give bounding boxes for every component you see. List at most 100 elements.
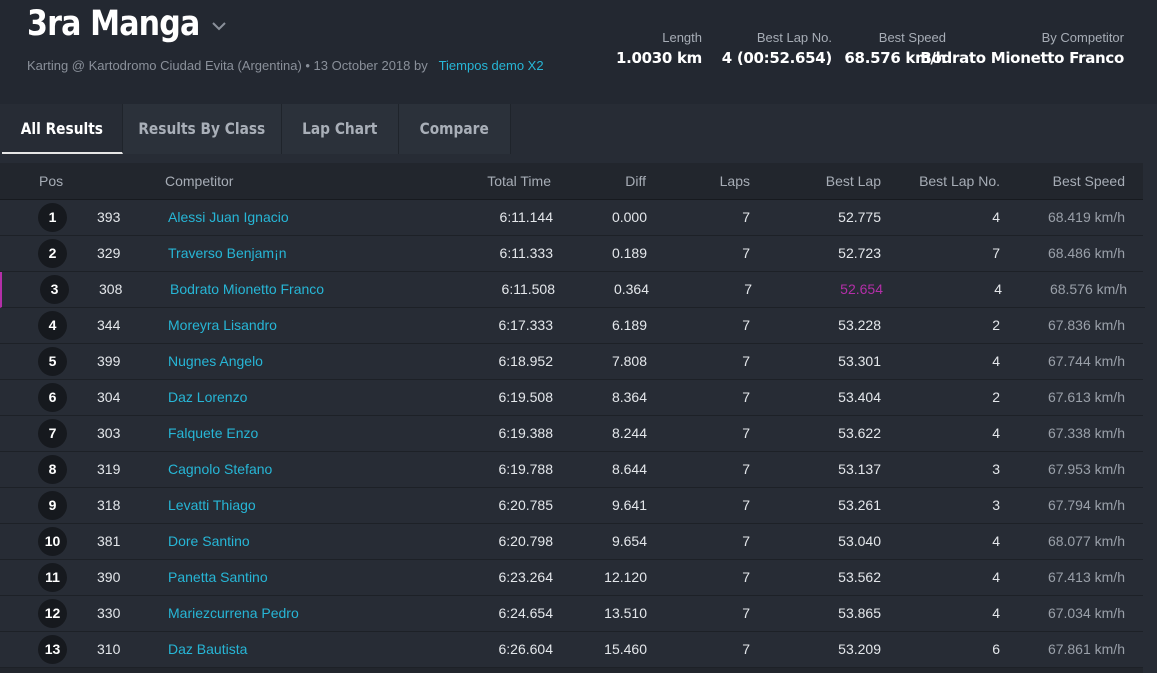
diff-value: 9.641 bbox=[611, 497, 647, 513]
competitor-link[interactable]: Daz Lorenzo bbox=[168, 389, 248, 405]
best-speed-value: 67.836 km/h bbox=[1047, 317, 1125, 333]
best-lap-value: 53.209 bbox=[838, 641, 881, 657]
col-best-lap-no[interactable]: Best Lap No. bbox=[919, 173, 1000, 189]
competitor-link[interactable]: Daz Bautista bbox=[168, 641, 248, 657]
laps-value: 7 bbox=[742, 461, 750, 477]
best-speed-value: 67.953 km/h bbox=[1047, 461, 1125, 477]
tab-label: Compare bbox=[419, 119, 490, 138]
table-row[interactable]: 1 393 Alessi Juan Ignacio 6:11.144 0.000 7 52.… bbox=[0, 200, 1143, 236]
stat-label: Best Lap No. bbox=[756, 30, 832, 45]
best-lap-no-value: 3 bbox=[992, 461, 1000, 477]
table-row[interactable]: 5 399 Nugnes Angelo 6:18.952 7.808 7 53.301 4 67… bbox=[0, 344, 1143, 380]
laps-value: 7 bbox=[742, 425, 750, 441]
tab-compare[interactable]: Compare bbox=[399, 104, 511, 154]
best-lap-value: 53.137 bbox=[838, 461, 881, 477]
table-row[interactable]: 12 330 Mariezcurrena Pedro 6:24.654 13.510 7 5… bbox=[0, 596, 1143, 632]
event-info: Karting @ Kartodromo Ciudad Evita (Argen… bbox=[27, 58, 428, 73]
competitor-link[interactable]: Panetta Santino bbox=[168, 569, 268, 585]
diff-value: 0.000 bbox=[611, 209, 647, 225]
best-speed-value: 68.576 km/h bbox=[1049, 281, 1127, 297]
stat-value: 1.0030 km bbox=[615, 49, 702, 67]
col-best-speed[interactable]: Best Speed bbox=[1052, 173, 1125, 189]
tab-label: Lap Chart bbox=[302, 119, 378, 138]
table-row[interactable]: 7 303 Falquete Enzo 6:19.388 8.244 7 53.622 4 67… bbox=[0, 416, 1143, 452]
total-time: 6:23.264 bbox=[498, 569, 554, 585]
best-lap-value: 53.228 bbox=[838, 317, 881, 333]
col-total-time[interactable]: Total Time bbox=[487, 173, 551, 189]
tab-all-results[interactable]: All Results bbox=[2, 104, 123, 154]
competitor-link[interactable]: Mariezcurrena Pedro bbox=[168, 605, 299, 621]
competitor-link[interactable]: Falquete Enzo bbox=[168, 425, 259, 441]
organizer-link[interactable]: Tiempos demo X2 bbox=[438, 58, 544, 73]
table-row[interactable]: 2 329 Traverso Benjam¡n 6:11.333 0.189 7 52.72… bbox=[0, 236, 1143, 272]
position-badge: 12 bbox=[38, 599, 67, 628]
laps-value: 7 bbox=[744, 281, 752, 297]
competitor-link[interactable]: Moreyra Lisandro bbox=[168, 317, 277, 333]
table-row[interactable]: 6 304 Daz Lorenzo 6:19.508 8.364 7 53.404 2 67.6… bbox=[0, 380, 1143, 416]
kart-number: 308 bbox=[99, 281, 123, 297]
diff-value: 15.460 bbox=[604, 641, 647, 657]
laps-value: 7 bbox=[742, 209, 750, 225]
position-badge: 10 bbox=[38, 527, 67, 556]
table-row[interactable]: 8 319 Cagnolo Stefano 6:19.788 8.644 7 53.137 3… bbox=[0, 452, 1143, 488]
col-laps[interactable]: Laps bbox=[719, 173, 750, 189]
total-time: 6:19.388 bbox=[498, 425, 554, 441]
best-lap-no-value: 4 bbox=[992, 605, 1000, 621]
laps-value: 7 bbox=[742, 497, 750, 513]
col-best-lap[interactable]: Best Lap bbox=[825, 173, 881, 189]
total-time: 6:18.952 bbox=[498, 353, 554, 369]
best-speed-value: 68.486 km/h bbox=[1047, 245, 1125, 261]
stat-value: 4 (00:52.654) bbox=[721, 49, 833, 67]
table-row[interactable]: 9 318 Levatti Thiago 6:20.785 9.641 7 53.261 3 6… bbox=[0, 488, 1143, 524]
total-time: 6:17.333 bbox=[498, 317, 554, 333]
position-badge: 2 bbox=[38, 239, 67, 268]
table-row[interactable]: 3 308 Bodrato Mionetto Franco 6:11.508 0.364… bbox=[0, 272, 1145, 308]
competitor-link[interactable]: Bodrato Mionetto Franco bbox=[170, 281, 325, 297]
position-badge: 6 bbox=[38, 383, 67, 412]
best-speed-value: 67.861 km/h bbox=[1047, 641, 1125, 657]
col-competitor[interactable]: Competitor bbox=[165, 173, 234, 189]
best-lap-no-value: 7 bbox=[992, 245, 1000, 261]
best-lap-value: 53.404 bbox=[838, 389, 881, 405]
diff-value: 7.808 bbox=[611, 353, 647, 369]
table-row[interactable]: 4 344 Moreyra Lisandro 6:17.333 6.189 7 53.228… bbox=[0, 308, 1143, 344]
col-pos[interactable]: Pos bbox=[39, 173, 64, 189]
kart-number: 303 bbox=[97, 425, 121, 441]
total-time: 6:24.654 bbox=[498, 605, 554, 621]
table-header: Pos Competitor Total Time Diff Laps Best… bbox=[0, 163, 1143, 200]
best-lap-no-value: 4 bbox=[992, 209, 1000, 225]
competitor-link[interactable]: Cagnolo Stefano bbox=[168, 461, 273, 477]
chevron-down-icon[interactable] bbox=[211, 18, 227, 36]
competitor-link[interactable]: Nugnes Angelo bbox=[168, 353, 263, 369]
tab-results-by-class[interactable]: Results By Class bbox=[123, 104, 282, 154]
stat-value: 68.576 km/h bbox=[844, 49, 946, 67]
laps-value: 7 bbox=[742, 641, 750, 657]
position-badge: 8 bbox=[38, 455, 67, 484]
diff-value: 13.510 bbox=[604, 605, 647, 621]
competitor-link[interactable]: Levatti Thiago bbox=[168, 497, 256, 513]
total-time: 6:20.785 bbox=[498, 497, 554, 513]
col-diff[interactable]: Diff bbox=[625, 173, 646, 189]
best-lap-no-value: 2 bbox=[992, 389, 1000, 405]
best-lap-value: 53.562 bbox=[838, 569, 881, 585]
kart-number: 390 bbox=[97, 569, 121, 585]
table-row[interactable]: 10 381 Dore Santino 6:20.798 9.654 7 53.040 4 68… bbox=[0, 524, 1143, 560]
best-speed-value: 68.419 km/h bbox=[1047, 209, 1125, 225]
tab-lap-chart[interactable]: Lap Chart bbox=[282, 104, 399, 154]
best-lap-value: 53.622 bbox=[838, 425, 881, 441]
best-speed-value: 67.613 km/h bbox=[1047, 389, 1125, 405]
laps-value: 7 bbox=[742, 605, 750, 621]
competitor-link[interactable]: Alessi Juan Ignacio bbox=[168, 209, 289, 225]
results-table: Pos Competitor Total Time Diff Laps Best… bbox=[0, 163, 1145, 673]
best-speed-value: 67.034 km/h bbox=[1047, 605, 1125, 621]
best-speed-value: 67.413 km/h bbox=[1047, 569, 1125, 585]
competitor-link[interactable]: Dore Santino bbox=[168, 533, 250, 549]
table-row[interactable]: 11 390 Panetta Santino 6:23.264 12.120 7 53.56… bbox=[0, 560, 1143, 596]
best-speed-value: 67.744 km/h bbox=[1047, 353, 1125, 369]
competitor-link[interactable]: Traverso Benjam¡n bbox=[168, 245, 287, 261]
table-row[interactable]: 13 310 Daz Bautista 6:26.604 15.460 7 53.209 6 6… bbox=[0, 632, 1143, 668]
stat-length: Length 1.0030 km bbox=[616, 30, 702, 67]
laps-value: 7 bbox=[742, 353, 750, 369]
page-title: 3ra Manga bbox=[27, 4, 200, 44]
position-badge: 11 bbox=[38, 563, 67, 592]
